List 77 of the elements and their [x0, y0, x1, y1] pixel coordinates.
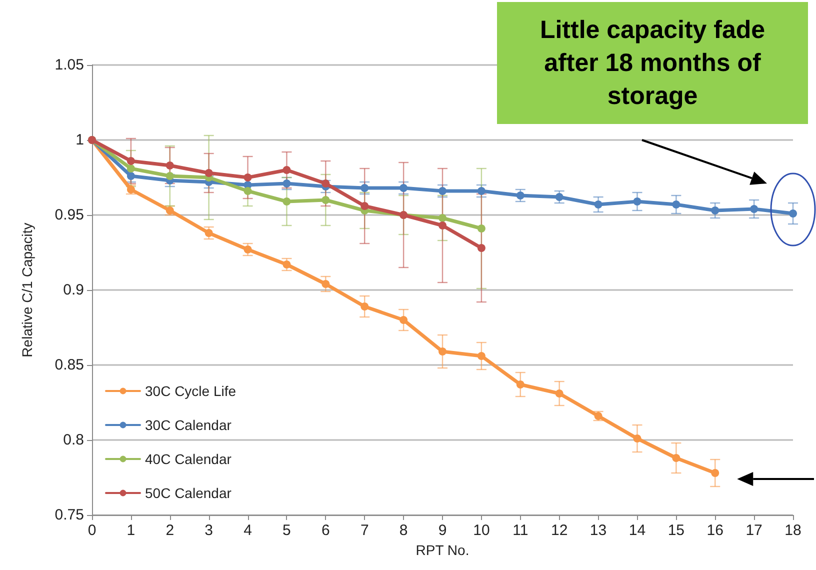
point: [282, 260, 291, 268]
point: [126, 172, 135, 180]
x-tick-label: 14: [628, 522, 646, 539]
x-tick-label: 7: [360, 522, 369, 539]
point: [438, 222, 446, 230]
point: [204, 169, 213, 177]
x-tick-label: 12: [550, 522, 568, 539]
point: [477, 187, 486, 195]
point: [282, 180, 291, 188]
x-tick-label: 8: [399, 522, 408, 539]
point: [322, 180, 330, 188]
legend-label: 30C Calendar: [145, 417, 232, 433]
x-tick-label: 18: [784, 522, 802, 539]
point: [126, 186, 135, 194]
y-tick-label: 0.9: [63, 282, 84, 298]
x-tick-label: 1: [126, 522, 136, 539]
point: [516, 380, 524, 388]
point: [633, 434, 642, 442]
legend-label: 50C Calendar: [145, 485, 232, 501]
point: [400, 184, 408, 192]
point: [477, 244, 486, 252]
point: [438, 214, 446, 222]
point: [555, 193, 564, 201]
x-tick-label: 15: [668, 522, 685, 539]
x-tick-label: 11: [512, 522, 528, 539]
y-tick-label: 1.05: [54, 56, 84, 74]
point: [438, 348, 446, 356]
point: [633, 198, 642, 206]
point: [126, 157, 135, 165]
y-tick-label: 1: [76, 132, 84, 148]
y-tick-label: 0.8: [63, 432, 84, 448]
point: [477, 224, 486, 232]
x-tick-label: 6: [321, 522, 330, 539]
point: [166, 172, 174, 180]
x-tick-label: 5: [282, 522, 291, 539]
x-tick-label: 16: [706, 522, 724, 539]
point: [789, 210, 797, 218]
point: [204, 229, 213, 237]
y-tick-label: 0.75: [54, 506, 84, 524]
point: [360, 202, 369, 210]
point: [282, 198, 291, 206]
y-tick-label: 0.85: [54, 356, 84, 374]
x-tick-label: 17: [746, 522, 762, 539]
point: [711, 206, 720, 214]
point: [400, 316, 408, 324]
x-tick-label: 2: [166, 522, 174, 539]
x-axis-title: RPT No.: [416, 542, 470, 558]
point: [360, 184, 369, 192]
point: [516, 192, 524, 200]
point: [244, 246, 252, 254]
legend-label: 30C Cycle Life: [145, 383, 236, 399]
x-tick-label: 3: [204, 522, 214, 539]
x-tick-label: 4: [244, 522, 252, 539]
point: [322, 196, 330, 204]
x-tick-label: 13: [590, 522, 607, 539]
point: [672, 454, 680, 462]
legend-label: 40C Calendar: [145, 451, 232, 467]
point: [244, 174, 252, 182]
point: [244, 187, 252, 195]
y-tick-label: 0.95: [54, 206, 84, 224]
point: [360, 302, 369, 310]
point: [438, 187, 446, 195]
point: [711, 469, 720, 477]
point: [750, 205, 758, 213]
callout-box: Little capacity fade after 18 months of storage: [497, 2, 808, 124]
point: [282, 166, 291, 174]
x-tick-label: 10: [473, 522, 490, 539]
point: [322, 280, 330, 288]
y-axis-title: Relative C/1 Capacity: [19, 222, 35, 358]
point: [672, 200, 680, 208]
point: [126, 164, 135, 172]
point: [477, 352, 486, 360]
point: [555, 390, 564, 398]
point: [594, 200, 602, 208]
point: [166, 162, 174, 170]
x-tick-label: 0: [88, 522, 96, 539]
x-tick-label: 9: [438, 522, 447, 539]
